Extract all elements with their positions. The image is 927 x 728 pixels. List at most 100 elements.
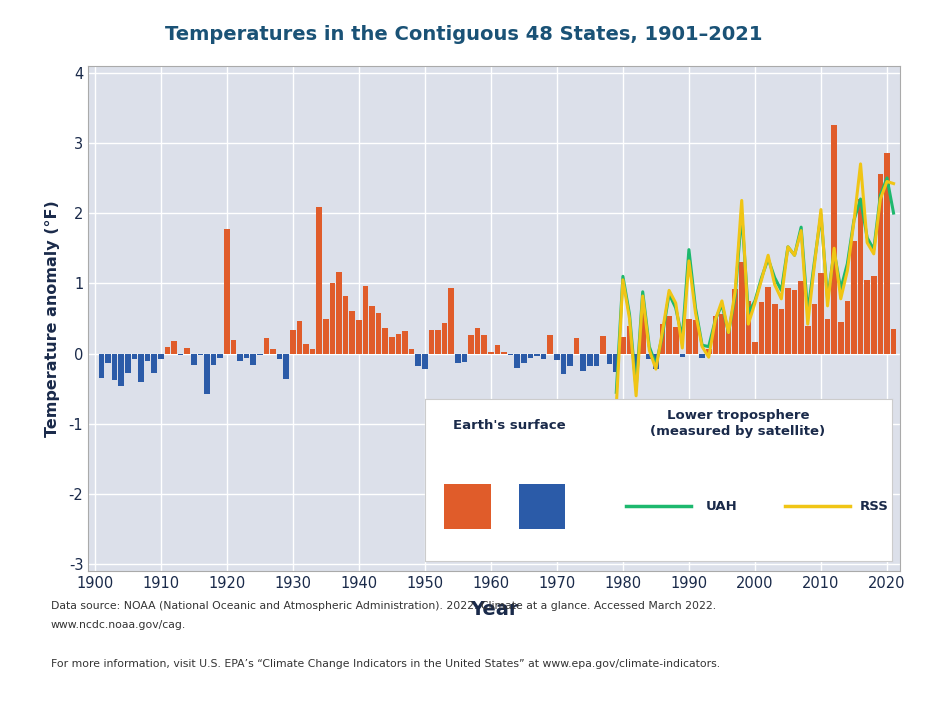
Bar [560, 354, 565, 374]
Bar [448, 288, 453, 354]
Bar [178, 354, 184, 355]
Bar [223, 229, 229, 354]
Bar [184, 348, 190, 354]
Bar [197, 354, 203, 355]
Bar [369, 306, 375, 354]
Text: www.ncdc.noaa.gov/cag.: www.ncdc.noaa.gov/cag. [51, 620, 186, 630]
Bar [831, 125, 836, 354]
Bar [375, 313, 381, 354]
Bar [111, 354, 117, 380]
Bar [507, 354, 513, 355]
Bar [494, 345, 500, 354]
Bar [587, 354, 592, 366]
Bar [283, 354, 288, 379]
Bar [138, 354, 144, 381]
Bar [744, 301, 750, 354]
Bar [119, 354, 124, 386]
Bar [844, 301, 849, 354]
Text: Data source: NOAA (National Oceanic and Atmospheric Administration). 2022. Clima: Data source: NOAA (National Oceanic and … [51, 601, 716, 611]
Y-axis label: Temperature anomaly (°F): Temperature anomaly (°F) [45, 200, 60, 437]
Bar [857, 199, 862, 354]
Bar [250, 354, 256, 365]
Bar [514, 354, 519, 368]
Bar [428, 330, 434, 354]
Bar [566, 354, 572, 365]
Bar [488, 352, 493, 354]
Bar [415, 354, 421, 366]
Bar [593, 354, 599, 365]
Bar [824, 319, 830, 354]
Bar [290, 330, 296, 354]
Bar [388, 337, 394, 354]
Bar [125, 354, 131, 373]
Bar [632, 354, 638, 374]
Bar [837, 322, 843, 354]
Bar [244, 354, 249, 358]
Bar [712, 316, 717, 354]
Bar [362, 286, 368, 354]
Bar [613, 354, 618, 372]
Bar [771, 304, 777, 354]
Bar [731, 289, 737, 354]
Bar [540, 354, 546, 359]
Bar [547, 336, 552, 354]
Bar [297, 321, 302, 354]
Bar [191, 354, 197, 365]
Bar [520, 354, 527, 363]
Bar [382, 328, 387, 354]
Bar [666, 316, 671, 354]
Bar [145, 354, 150, 360]
Bar [883, 154, 889, 354]
Bar [573, 339, 578, 354]
Bar [401, 331, 407, 354]
Bar [725, 327, 730, 354]
Bar [718, 314, 724, 354]
Bar [132, 354, 137, 359]
Bar [336, 272, 341, 354]
Text: Temperatures in the Contiguous 48 States, 1901–2021: Temperatures in the Contiguous 48 States… [165, 25, 762, 44]
Bar [342, 296, 348, 354]
Bar [553, 354, 559, 360]
Bar [758, 302, 764, 354]
Bar [877, 175, 883, 354]
Bar [692, 320, 697, 354]
Bar [158, 354, 163, 359]
Bar [804, 326, 809, 354]
Bar [870, 277, 876, 354]
Bar [303, 344, 309, 354]
Bar [738, 262, 743, 354]
Bar [310, 349, 315, 354]
Bar [626, 325, 631, 354]
Bar [349, 312, 355, 354]
Bar [329, 283, 335, 354]
Bar [850, 241, 856, 354]
Bar [230, 339, 236, 354]
Bar [323, 319, 328, 354]
Bar [409, 349, 414, 354]
Bar [791, 290, 796, 354]
Bar [441, 323, 447, 354]
Bar [653, 354, 658, 369]
X-axis label: Year: Year [469, 600, 518, 619]
Bar [210, 354, 216, 365]
Bar [784, 288, 790, 354]
Bar [534, 354, 540, 357]
Bar [797, 281, 803, 354]
Bar [818, 273, 823, 354]
Bar [276, 354, 282, 359]
Bar [672, 327, 678, 354]
Bar [257, 354, 262, 355]
Bar [481, 335, 487, 354]
Bar [751, 341, 757, 354]
Bar [646, 354, 652, 359]
Bar [461, 354, 467, 362]
Bar [863, 280, 869, 354]
Bar [435, 331, 440, 354]
Bar [217, 354, 222, 358]
Bar [527, 354, 533, 358]
Bar [619, 337, 625, 354]
Bar [454, 354, 460, 363]
Bar [890, 329, 895, 354]
Bar [270, 349, 275, 354]
Bar [356, 320, 362, 354]
